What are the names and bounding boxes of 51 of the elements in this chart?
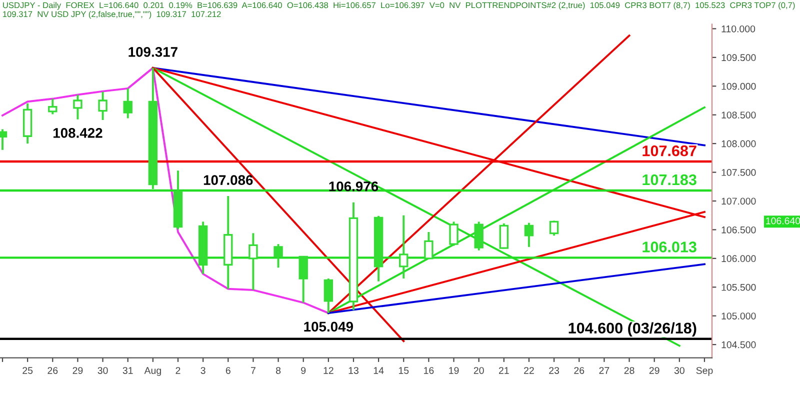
x-tick-label: 15 bbox=[398, 367, 409, 374]
x-tick-label: Sep bbox=[696, 367, 713, 376]
x-tick-label: 28 bbox=[624, 367, 634, 374]
y-tick-label: 106.500 bbox=[722, 226, 756, 234]
annotation: 109.317 bbox=[128, 47, 178, 57]
ref-line-label: 107.183 bbox=[642, 174, 696, 186]
x-tick-label: 30 bbox=[674, 367, 684, 374]
y-tick-label: 107.500 bbox=[722, 169, 756, 176]
x-tick-label: 31 bbox=[122, 367, 133, 374]
x-tick-label: 20 bbox=[474, 367, 484, 374]
x-tick-label: 2 bbox=[176, 367, 180, 374]
x-tick-label: 8 bbox=[276, 367, 281, 374]
x-tick-label: 25 bbox=[22, 367, 33, 374]
x-tick-label: 16 bbox=[424, 367, 434, 374]
y-tick-label: 109.500 bbox=[722, 54, 756, 62]
y-tick-label: 105.000 bbox=[722, 312, 756, 320]
y-tick-label: 106.000 bbox=[722, 255, 756, 262]
x-tick-label: 19 bbox=[449, 367, 459, 374]
x-tick-label: 3 bbox=[200, 367, 206, 374]
x-tick-label: 29 bbox=[72, 367, 83, 374]
x-tick-label: 23 bbox=[549, 367, 560, 374]
x-tick-label: 14 bbox=[374, 367, 384, 374]
y-tick-label: 108.000 bbox=[722, 140, 756, 148]
x-tick-label: 29 bbox=[649, 367, 660, 374]
text: 106.640 bbox=[766, 217, 800, 224]
x-tick-label: 27 bbox=[599, 367, 610, 374]
x-tick-label: Aug bbox=[144, 367, 161, 376]
ref-line-label: 104.600 (03/26/18) bbox=[568, 322, 696, 337]
x-tick-label: 12 bbox=[324, 367, 334, 374]
x-tick-label: 7 bbox=[251, 367, 256, 374]
annotation: 108.422 bbox=[53, 128, 102, 138]
y-tick-label: 109.000 bbox=[722, 82, 756, 90]
ref-line-label: 107.687 bbox=[642, 145, 696, 156]
x-tick-label: 26 bbox=[48, 367, 58, 374]
y-tick-label: 107.000 bbox=[722, 198, 756, 205]
y-tick-label: 105.500 bbox=[722, 284, 756, 291]
x-tick-label: 30 bbox=[98, 367, 108, 374]
y-tick-label: 104.500 bbox=[722, 341, 756, 348]
x-tick-label: 13 bbox=[348, 367, 358, 374]
ref-line-label: 106.013 bbox=[642, 242, 696, 252]
y-tick-label: 110.000 bbox=[722, 25, 756, 32]
x-tick-label: 26 bbox=[574, 367, 584, 374]
x-tick-label: 6 bbox=[226, 367, 230, 374]
chart-title: USDJPY - Daily FOREX L=106.640 0.201 0.19% B=106.639 A=106.640 O=106.438 Hi=106.657 Lo=106.397 V=0 NV PLOTTRENDPOINTS#2 (2,true) 105.049 CPR3 BOT7 (8,7) 105.523 CPR3 TOP7 (0,7) 109.317 NV USD JPY (2,false,true,"","") 109.317 107.212 bbox=[3, 2, 795, 19]
x-tick-label: 21 bbox=[499, 367, 509, 374]
annotation: 107.086 bbox=[204, 175, 253, 185]
x-tick-label: 22 bbox=[524, 367, 534, 374]
x-tick-label: 9 bbox=[301, 367, 306, 374]
y-tick-label: 108.500 bbox=[722, 112, 756, 118]
annotation: 105.049 bbox=[304, 322, 354, 332]
annotation: 106.976 bbox=[329, 181, 378, 192]
